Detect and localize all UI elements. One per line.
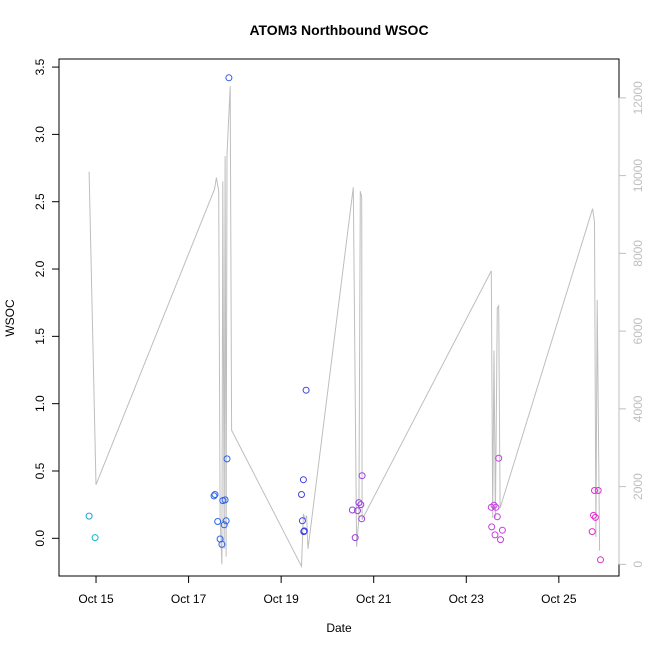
x-tick-label-4: Oct 23: [449, 592, 485, 606]
data-point-39: [594, 487, 602, 494]
data-point-12: [225, 74, 233, 82]
data-point-17: [299, 476, 307, 484]
data-point-10: [222, 517, 230, 525]
y-tick-label-3: 1.5: [33, 328, 47, 345]
data-point-2: [210, 492, 218, 500]
secondary-series-line: [88, 86, 601, 569]
y-tick-label-5: 2.5: [33, 193, 47, 210]
data-point-25: [358, 472, 366, 480]
data-point-24: [358, 515, 366, 523]
data-point-13: [298, 491, 305, 498]
data-point-27: [488, 523, 496, 531]
y2-tick-label-4: 8000: [631, 240, 645, 267]
data-point-16: [300, 527, 308, 535]
data-point-40: [597, 556, 604, 564]
data-point-30: [492, 503, 500, 511]
data-point-0: [85, 512, 93, 520]
y2-tick-label-3: 6000: [631, 317, 645, 344]
y2-tick-label-1: 2000: [631, 473, 645, 500]
x-tick-label-0: Oct 15: [78, 592, 114, 606]
data-point-38: [591, 513, 599, 521]
data-point-32: [495, 454, 503, 462]
data-point-20: [351, 534, 359, 542]
data-point-34: [498, 526, 506, 534]
y-axis-left: 0.0 0.5 1.0 1.5 2.0 2.5 3.0 3.5: [33, 58, 60, 547]
y2-tick-label-0: 0: [631, 561, 645, 568]
data-point-3: [211, 491, 219, 498]
line-series-layer: [88, 86, 601, 569]
data-point-1: [91, 534, 99, 542]
y-tick-label-0: 0.0: [33, 530, 47, 547]
data-point-23: [357, 501, 365, 509]
data-point-4: [214, 518, 222, 525]
y-tick-label-2: 1.0: [33, 395, 47, 412]
y-axis-label: WSOC: [3, 299, 17, 337]
y-tick-label-1: 0.5: [33, 462, 47, 479]
x-axis: Oct 15 Oct 17 Oct 19 Oct 21 Oct 23 Oct 25: [78, 575, 577, 606]
y2-tick-label-5: 10000: [631, 159, 645, 193]
x-axis-label: Date: [326, 621, 352, 635]
data-point-9: [221, 496, 229, 504]
data-point-33: [497, 536, 504, 544]
data-point-18: [302, 386, 310, 394]
data-point-35: [588, 528, 596, 536]
y2-tick-label-2: 4000: [631, 395, 645, 422]
data-point-8: [220, 521, 228, 529]
data-point-36: [590, 511, 597, 519]
data-point-22: [355, 499, 363, 507]
data-point-14: [298, 517, 306, 525]
y-axis-right: 0 2000 4000 6000 8000 10000 12000: [618, 81, 645, 568]
data-point-11: [223, 455, 231, 463]
points-layer: [85, 74, 604, 564]
data-point-37: [591, 487, 598, 494]
data-point-28: [490, 501, 498, 509]
data-point-31: [493, 513, 501, 521]
y-tick-label-4: 2.0: [33, 260, 47, 277]
y-tick-label-7: 3.5: [33, 58, 47, 75]
x-tick-label-1: Oct 17: [171, 592, 207, 606]
x-tick-label-2: Oct 19: [263, 592, 299, 606]
chart-title: ATOM3 Northbound WSOC: [249, 22, 428, 38]
data-point-29: [491, 531, 499, 539]
data-point-6: [218, 540, 226, 548]
x-tick-label-3: Oct 21: [356, 592, 392, 606]
y-tick-label-6: 3.0: [33, 126, 47, 143]
plot-frame: [58, 58, 620, 577]
data-point-19: [348, 506, 356, 514]
y2-tick-label-6: 12000: [631, 81, 645, 115]
data-point-21: [354, 507, 361, 515]
x-tick-label-5: Oct 25: [541, 592, 577, 606]
